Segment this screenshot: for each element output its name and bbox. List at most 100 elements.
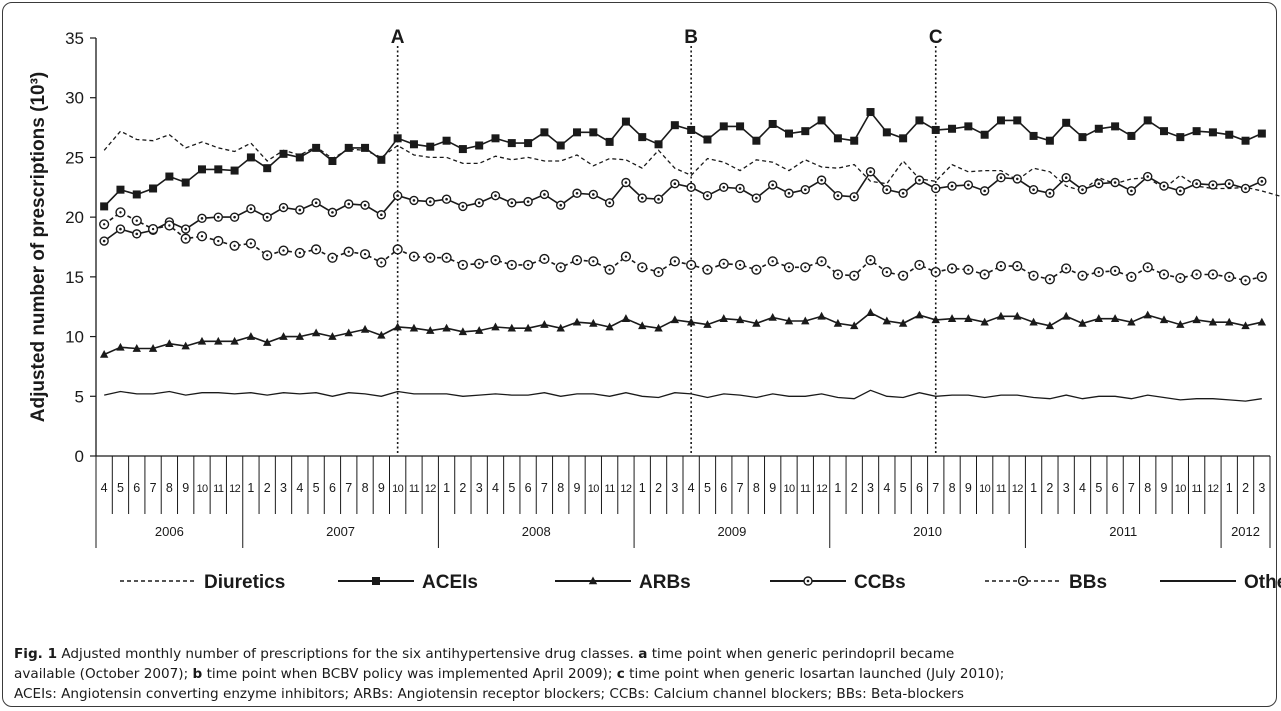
acei-marker	[1208, 128, 1217, 137]
bb-marker-dot	[755, 268, 758, 271]
year-label: 2009	[717, 524, 746, 539]
acei-marker	[1143, 116, 1152, 125]
month-label: 2	[459, 481, 466, 495]
arb-marker	[980, 317, 989, 326]
series-line-diuretics	[103, 130, 1281, 197]
acei-marker	[964, 122, 973, 131]
acei-marker	[524, 139, 533, 148]
arb-marker	[996, 311, 1006, 320]
ccb-marker-dot	[363, 203, 367, 207]
arb-marker	[1143, 310, 1152, 319]
arb-marker	[556, 323, 565, 332]
ccb-marker-dot	[1032, 188, 1035, 191]
arb-marker	[752, 318, 761, 327]
acei-marker	[491, 134, 500, 143]
arb-marker	[1110, 314, 1120, 322]
month-label: 10	[783, 483, 795, 495]
bb-marker-dot	[1130, 275, 1133, 279]
month-label: 5	[117, 481, 124, 495]
arb-marker	[458, 327, 468, 336]
arb-marker	[572, 317, 582, 326]
acei-marker	[1013, 116, 1022, 125]
bb-marker-dot	[1179, 276, 1182, 280]
ccb-marker-dot	[559, 203, 563, 207]
month-label: 11	[996, 483, 1007, 495]
month-label: 11	[605, 483, 616, 495]
ccb-marker-dot	[526, 200, 530, 203]
ccb-marker-dot	[1081, 188, 1084, 191]
ccb-marker-dot	[461, 205, 465, 208]
y-tick-label: 30	[65, 89, 84, 108]
ccb-marker-dot	[722, 185, 726, 189]
month-label: 7	[541, 481, 548, 495]
bb-marker-dot	[184, 237, 187, 240]
bb-marker-dot	[1021, 579, 1025, 583]
acei-marker	[507, 139, 516, 148]
bb-marker-dot	[706, 268, 709, 271]
year-label: 2011	[1109, 524, 1137, 539]
month-label: 11	[409, 483, 420, 495]
bb-marker-dot	[266, 254, 269, 257]
acei-marker	[197, 165, 206, 174]
acei-marker	[1094, 124, 1103, 133]
arb-marker	[474, 326, 484, 334]
month-label: 6	[720, 481, 727, 495]
legend-label-bbs: BBs	[1069, 572, 1107, 593]
bb-marker-dot	[168, 224, 171, 227]
bb-marker-dot	[869, 258, 872, 262]
acei-marker	[833, 134, 842, 143]
acei-marker	[312, 143, 321, 152]
month-label: 6	[1112, 481, 1119, 495]
ccb-marker-dot	[787, 191, 791, 195]
acei-marker	[980, 130, 989, 139]
acei-marker	[361, 143, 370, 152]
ccb-marker-dot	[265, 215, 269, 219]
month-label: 8	[1144, 481, 1151, 495]
ccb-marker-dot	[738, 187, 742, 190]
bb-marker-dot	[461, 263, 465, 267]
acei-marker	[654, 140, 663, 149]
ccb-marker-dot	[1260, 180, 1264, 183]
month-label: 4	[883, 481, 890, 495]
arb-marker	[817, 311, 826, 320]
month-label: 9	[182, 481, 189, 495]
acei-marker	[279, 149, 288, 158]
arb-marker	[605, 322, 614, 331]
month-label: 2	[264, 481, 271, 495]
event-label: C	[929, 27, 943, 48]
ccb-marker-dot	[184, 227, 187, 231]
bb-marker-dot	[1032, 274, 1035, 277]
month-label: 1	[1226, 481, 1233, 495]
month-label: 3	[671, 481, 678, 495]
year-label: 2012	[1231, 524, 1260, 539]
acei-marker	[246, 153, 255, 162]
bb-marker-dot	[641, 266, 644, 269]
month-label: 2	[851, 481, 858, 495]
bb-marker-dot	[722, 262, 725, 265]
ccb-marker-dot	[820, 178, 823, 182]
month-label: 9	[1161, 481, 1168, 495]
acei-marker	[181, 178, 190, 187]
ccb-marker-dot	[428, 200, 432, 203]
arb-marker	[703, 320, 712, 328]
ccb-marker-dot	[1146, 175, 1150, 178]
acei-marker	[393, 134, 402, 143]
acei-marker	[540, 128, 549, 137]
acei-marker	[556, 141, 565, 150]
acei-marker	[996, 116, 1005, 125]
month-label: 2	[1046, 481, 1053, 495]
bb-marker-dot	[1064, 267, 1068, 270]
arb-marker	[99, 349, 109, 358]
ccb-marker-dot	[298, 208, 302, 212]
bb-marker-dot	[950, 267, 954, 270]
arb-marker	[344, 328, 353, 337]
legend-label-aceis: ACEIs	[422, 572, 478, 593]
ccb-marker-dot	[249, 207, 253, 211]
caption-a-text: time point when generic perindopril beca…	[647, 646, 955, 662]
acei-marker	[263, 164, 272, 173]
month-label: 3	[476, 481, 483, 495]
arb-marker	[246, 332, 256, 340]
ccb-marker-dot	[673, 182, 677, 186]
acei-marker	[752, 136, 761, 145]
